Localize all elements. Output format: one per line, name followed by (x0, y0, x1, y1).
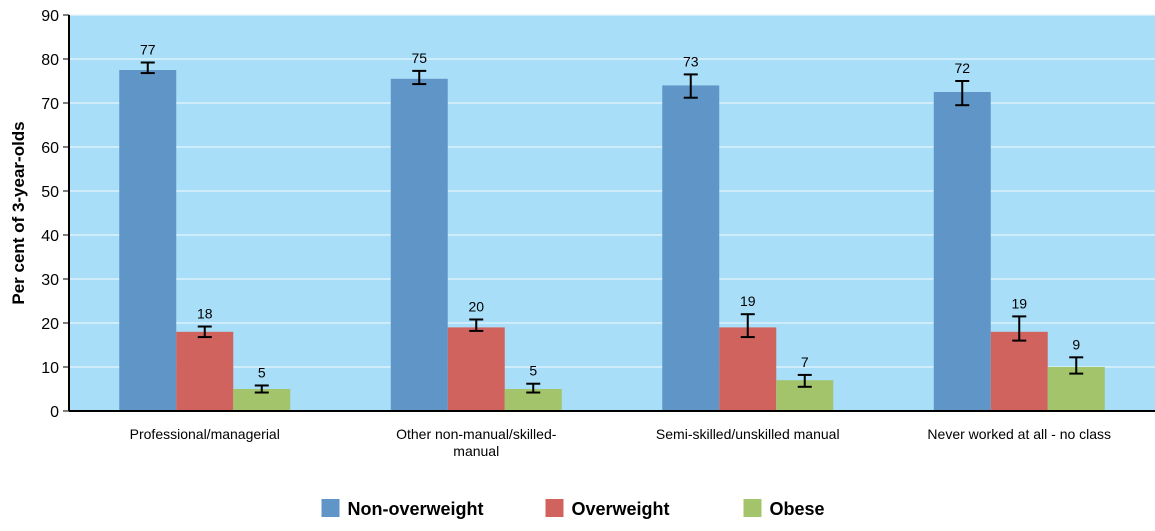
data-label: 19 (740, 293, 756, 309)
x-axis-labels: Professional/managerial Other non-manual/… (130, 426, 1111, 459)
y-tick-label: 90 (41, 8, 59, 25)
data-label: 7 (801, 354, 809, 370)
bar-overweight (990, 331, 1048, 411)
y-tick-label: 60 (41, 140, 59, 157)
bar-non-overweight (390, 78, 448, 412)
y-tick-label: 0 (50, 404, 59, 421)
data-label: 19 (1011, 295, 1027, 311)
data-label: 20 (468, 298, 484, 314)
data-label: 18 (197, 306, 213, 322)
legend-swatch (321, 499, 340, 517)
bar-non-overweight (933, 92, 991, 411)
y-tick-label: 70 (41, 96, 59, 113)
x-tick-label: manual (453, 443, 499, 459)
legend-swatch (545, 499, 564, 517)
x-tick-label: Semi-skilled/unskilled manual (656, 426, 840, 442)
data-label: 75 (411, 50, 427, 66)
bar-obese (504, 389, 562, 411)
data-label: 72 (954, 60, 970, 76)
legend-swatch (743, 499, 762, 517)
legend-label: Non-overweight (348, 499, 484, 519)
data-label: 5 (258, 364, 266, 380)
data-label: 5 (529, 363, 537, 379)
bars (119, 70, 1105, 412)
bar-non-overweight (662, 85, 720, 412)
bar-overweight (719, 327, 777, 411)
x-tick-label: Never worked at all - no class (927, 426, 1111, 442)
legend-label: Obese (770, 499, 825, 519)
bar-obese (233, 389, 291, 411)
y-tick-label: 10 (41, 360, 59, 377)
bar-overweight (447, 327, 505, 411)
data-label: 77 (140, 42, 156, 58)
y-tick-label: 20 (41, 316, 59, 333)
data-label: 9 (1072, 336, 1080, 352)
legend-label: Overweight (572, 499, 670, 519)
bar-overweight (176, 331, 234, 411)
error-bars (140, 61, 1084, 394)
x-tick-label: Professional/managerial (130, 426, 280, 442)
legend: Non-overweight Overweight Obese (321, 499, 825, 519)
data-label: 73 (683, 53, 699, 69)
y-axis-title: Per cent of 3-year-olds (9, 121, 28, 304)
y-tick-label: 50 (41, 184, 59, 201)
data-labels: 77 18 5 75 20 5 73 19 7 72 19 9 (140, 42, 1080, 381)
y-tick-label: 80 (41, 52, 59, 69)
y-tick-label: 40 (41, 228, 59, 245)
y-axis-ticks: 0 10 20 30 40 50 60 70 80 90 (41, 8, 69, 421)
bar-non-overweight (119, 70, 177, 411)
y-tick-label: 30 (41, 272, 59, 289)
x-tick-label: Other non-manual/skilled- (396, 426, 557, 442)
